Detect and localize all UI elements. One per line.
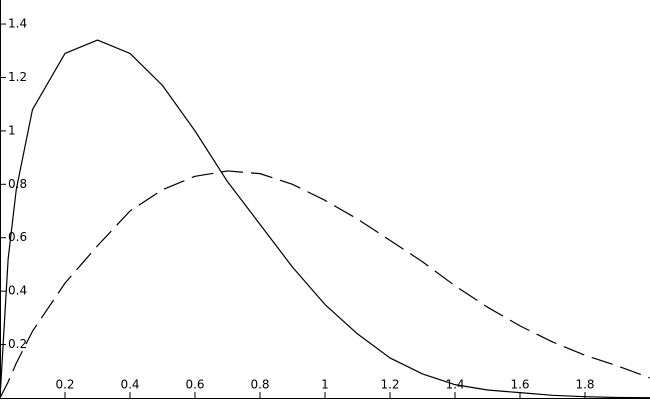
x-tick-label: 1 <box>321 378 329 392</box>
x-tick-label: 1.6 <box>510 378 529 392</box>
line-series <box>0 170 650 399</box>
y-tick-label: 1.4 <box>8 17 27 31</box>
x-tick-label: 0.8 <box>250 378 269 392</box>
y-tick-label: 1 <box>8 123 16 137</box>
x-tick-label: 0.2 <box>55 378 74 392</box>
x-tick-label: 0.6 <box>185 378 204 392</box>
line-series <box>0 39 650 399</box>
y-tick-label: 1.2 <box>8 70 27 84</box>
x-tick-label: 1.8 <box>575 378 594 392</box>
x-tick-label: 0.4 <box>120 378 139 392</box>
x-tick-label: 1.2 <box>380 378 399 392</box>
y-tick-label: 0.2 <box>8 337 27 351</box>
y-tick-label: 0.4 <box>8 284 27 298</box>
y-tick-label: 0.6 <box>8 230 27 244</box>
